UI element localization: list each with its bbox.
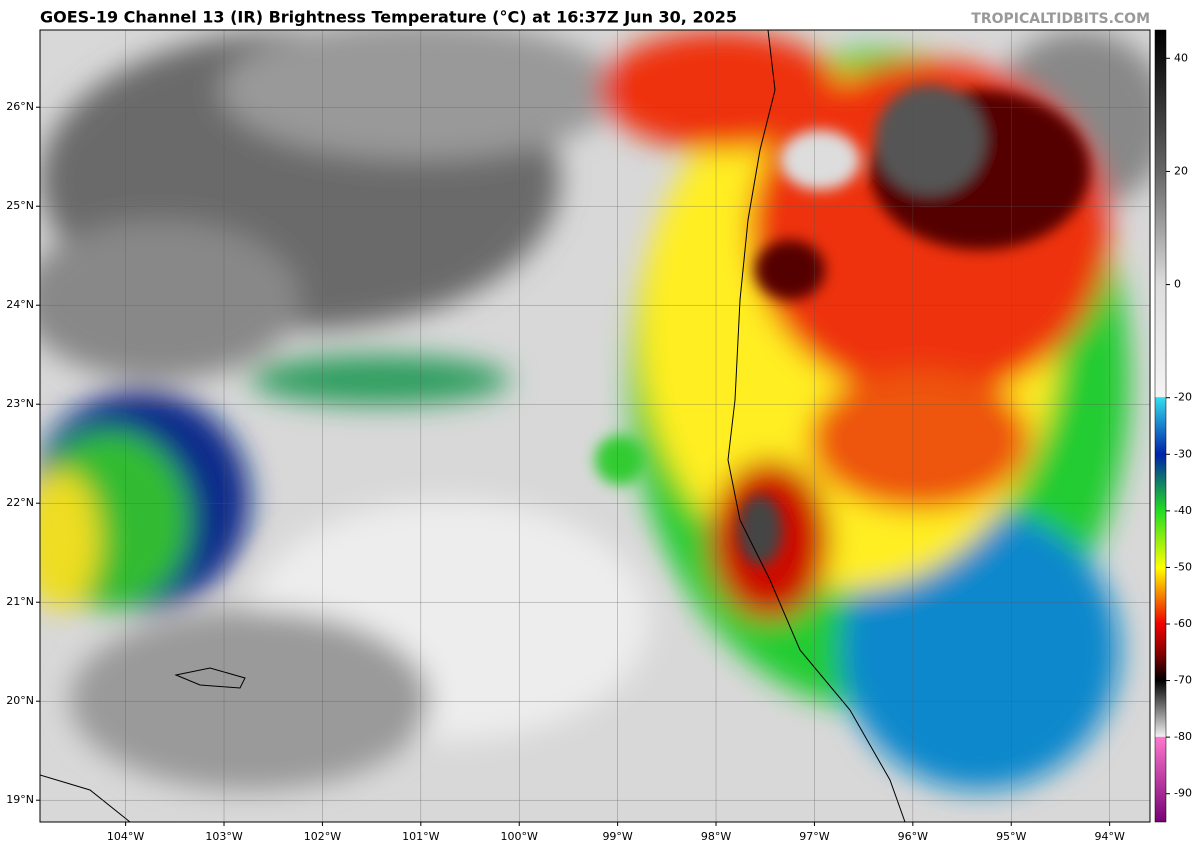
colorbar-label: -60 bbox=[1174, 617, 1192, 630]
satellite-image bbox=[40, 30, 1150, 822]
lat-label: 19°N bbox=[6, 793, 34, 806]
lon-label: 101°W bbox=[402, 830, 439, 843]
lat-label: 24°N bbox=[6, 298, 34, 311]
lat-label: 23°N bbox=[6, 397, 34, 410]
colorbar bbox=[1154, 29, 1167, 823]
lat-label: 22°N bbox=[6, 496, 34, 509]
lon-label: 104°W bbox=[107, 830, 144, 843]
lon-label: 102°W bbox=[304, 830, 341, 843]
lon-label: 100°W bbox=[501, 830, 538, 843]
lon-label: 103°W bbox=[205, 830, 242, 843]
colorbar-label: -90 bbox=[1174, 787, 1192, 800]
cold-tops bbox=[595, 85, 1090, 565]
colorbar-label: -50 bbox=[1174, 560, 1192, 573]
colorbar-label: 40 bbox=[1174, 51, 1188, 64]
watermark: TROPICALTIDBITS.COM bbox=[971, 11, 1150, 27]
lat-label: 25°N bbox=[6, 199, 34, 212]
lon-label: 97°W bbox=[799, 830, 829, 843]
lake bbox=[174, 667, 246, 689]
lat-label: 26°N bbox=[6, 100, 34, 113]
lat-label: 20°N bbox=[6, 694, 34, 707]
colorbar-label: -30 bbox=[1174, 447, 1192, 460]
colorbar-label: -40 bbox=[1174, 504, 1192, 517]
colorbar-label: 0 bbox=[1174, 278, 1181, 291]
title: GOES-19 Channel 13 (IR) Brightness Tempe… bbox=[40, 8, 737, 27]
lat-label: 21°N bbox=[6, 595, 34, 608]
lon-label: 95°W bbox=[996, 830, 1026, 843]
graticule bbox=[40, 30, 1150, 822]
colorbar-label: -80 bbox=[1174, 730, 1192, 743]
colorbar-label: -70 bbox=[1174, 674, 1192, 687]
lon-label: 94°W bbox=[1094, 830, 1124, 843]
lon-label: 99°W bbox=[602, 830, 632, 843]
colorbar-label: -20 bbox=[1174, 391, 1192, 404]
coastline bbox=[727, 30, 906, 822]
map-frame bbox=[39, 29, 1151, 823]
coastline bbox=[40, 774, 131, 822]
colorbar-label: 20 bbox=[1174, 164, 1188, 177]
lon-label: 96°W bbox=[898, 830, 928, 843]
lon-label: 98°W bbox=[701, 830, 731, 843]
